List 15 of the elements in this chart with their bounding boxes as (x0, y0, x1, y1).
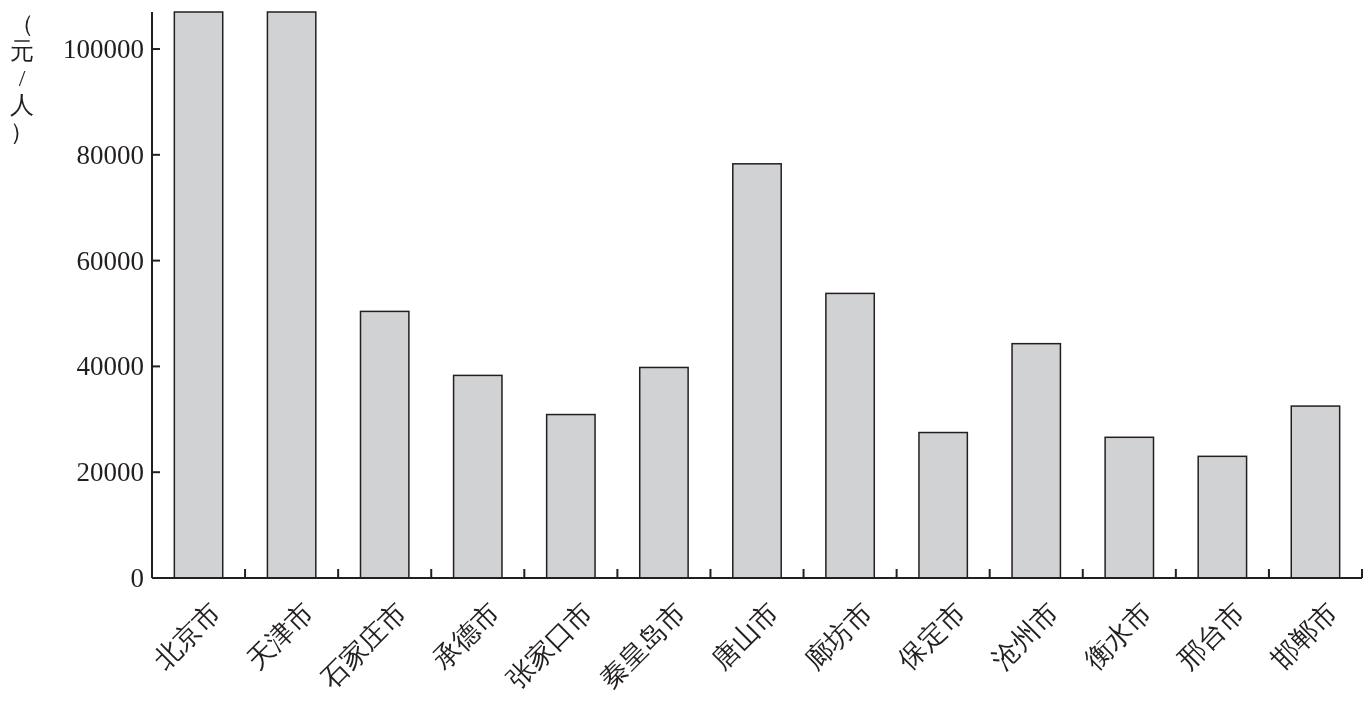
y-tick-label: 100000 (63, 34, 144, 65)
x-tick-label: 廊坊市 (799, 596, 878, 676)
y-tick-label: 60000 (76, 245, 144, 276)
x-tick-label: 保定市 (892, 596, 971, 676)
x-tick-label: 邢台市 (1171, 596, 1251, 676)
y-tick-label: 0 (130, 563, 144, 593)
y-axis-title: （元/人） (10, 11, 34, 145)
y-tick-label: 80000 (76, 139, 144, 170)
x-tick-label: 衡水市 (1078, 596, 1158, 676)
y-tick-label: 20000 (76, 457, 144, 488)
x-tick-label: 沧州市 (985, 596, 1065, 676)
x-tick-label: 邯郸市 (1264, 596, 1344, 676)
x-tick-label: 唐山市 (706, 596, 785, 676)
x-tick-label: 北京市 (147, 596, 227, 676)
y-tick-label: 40000 (76, 351, 144, 382)
